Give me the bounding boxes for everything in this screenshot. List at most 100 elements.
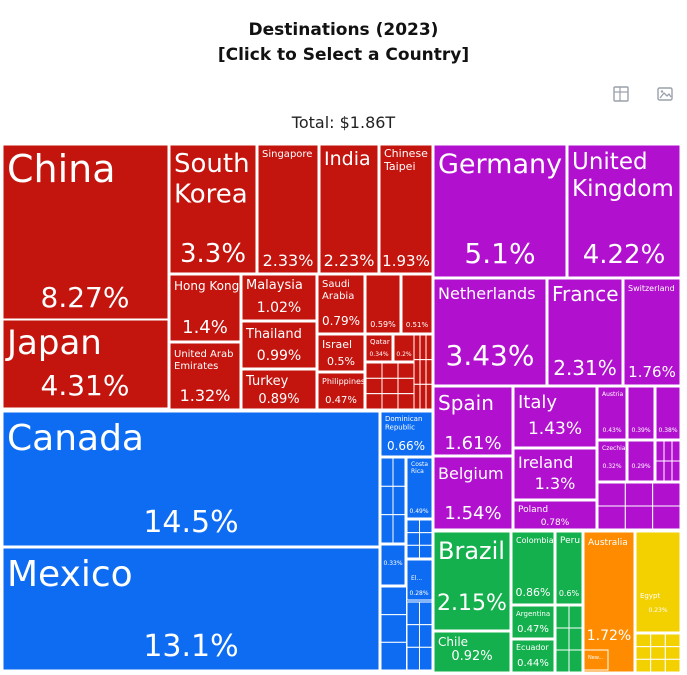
treemap-tile-minor[interactable] — [413, 383, 421, 410]
treemap-tile-minor[interactable] — [425, 359, 433, 385]
treemap-tile-minor[interactable] — [380, 586, 407, 616]
treemap-tile-minor[interactable] — [663, 440, 673, 462]
treemap-tile-minor[interactable] — [624, 482, 654, 507]
treemap-tile-minor[interactable] — [655, 460, 665, 482]
treemap-tile-france[interactable] — [547, 278, 623, 386]
treemap-tile-minor[interactable] — [406, 601, 420, 626]
treemap-tile-minor[interactable] — [425, 334, 433, 361]
treemap-tile-minor[interactable] — [671, 440, 681, 462]
treemap-tile-malaysia[interactable] — [241, 274, 317, 321]
treemap-tile-unlabeled-0-38[interactable] — [655, 386, 681, 440]
treemap-tile-mexico[interactable] — [2, 547, 380, 671]
treemap-tile-minor[interactable] — [406, 544, 420, 559]
treemap-tile-minor[interactable] — [419, 334, 427, 361]
treemap-tile-china[interactable] — [2, 144, 169, 320]
treemap-tile-minor[interactable] — [419, 646, 433, 671]
treemap-tile-belgium[interactable] — [433, 456, 513, 530]
treemap-tile-unlabeled-0-39[interactable] — [627, 386, 655, 440]
treemap-tile-brazil[interactable] — [433, 531, 511, 631]
treemap-tile-unlabeled-0-33[interactable] — [380, 544, 406, 586]
treemap-tile-south-korea[interactable] — [169, 144, 257, 274]
treemap-tile-minor[interactable] — [365, 393, 383, 410]
treemap-tile-minor[interactable] — [652, 482, 681, 507]
treemap-tile-minor[interactable] — [380, 485, 394, 516]
image-icon[interactable] — [656, 85, 674, 103]
treemap-tile-minor[interactable] — [568, 649, 583, 673]
treemap-tile-minor[interactable] — [419, 359, 427, 385]
treemap-tile-minor[interactable] — [568, 605, 583, 629]
treemap-tile-minor[interactable] — [397, 377, 415, 395]
treemap-tile-united-arab-emirates[interactable] — [169, 342, 241, 410]
chart-title-line2[interactable]: [Click to Select a Country] — [217, 45, 470, 65]
treemap-tile-peru[interactable] — [555, 531, 583, 605]
treemap-tile-minor[interactable] — [392, 514, 406, 544]
treemap-tile-minor[interactable] — [406, 624, 420, 648]
treemap-tile-unlabeled-0-2[interactable] — [393, 334, 415, 362]
treemap-tile-minor[interactable] — [381, 377, 399, 395]
treemap-tile-minor[interactable] — [664, 633, 681, 648]
treemap-tile-australia[interactable] — [583, 531, 635, 673]
treemap-tile-minor[interactable] — [392, 485, 406, 516]
treemap-tile-thailand[interactable] — [241, 321, 317, 369]
treemap-tile-ireland[interactable] — [513, 448, 597, 500]
treemap-tile-egypt[interactable] — [635, 531, 681, 633]
treemap-tile-czechia[interactable] — [597, 440, 627, 482]
treemap-tile-minor[interactable] — [555, 627, 570, 651]
treemap-tile-colombia[interactable] — [511, 531, 555, 605]
treemap-tile-saudi-arabia[interactable] — [317, 274, 365, 334]
treemap-tile-minor[interactable] — [635, 633, 652, 648]
treemap-tile-minor[interactable] — [381, 393, 399, 410]
treemap-tile-india[interactable] — [319, 144, 379, 274]
treemap-tile-new-zealand[interactable] — [583, 649, 609, 671]
treemap-tile-philippines[interactable] — [317, 372, 365, 410]
treemap-tile-unlabeled-0-59[interactable] — [365, 274, 401, 334]
treemap-tile-united-kingdom[interactable] — [567, 144, 681, 278]
treemap-tile-minor[interactable] — [425, 383, 433, 410]
treemap-tile-spain[interactable] — [433, 386, 513, 456]
treemap-tile-minor[interactable] — [381, 362, 399, 379]
treemap-tile-minor[interactable] — [419, 519, 433, 534]
treemap-tile-minor[interactable] — [380, 641, 407, 671]
treemap-tile-minor[interactable] — [650, 658, 666, 673]
treemap-tile-minor[interactable] — [597, 505, 626, 530]
treemap-tile-minor[interactable] — [650, 646, 666, 660]
treemap-tile-minor[interactable] — [380, 514, 394, 544]
treemap-tile-minor[interactable] — [406, 519, 420, 534]
treemap-tile-minor[interactable] — [671, 460, 681, 482]
treemap-tile-minor[interactable] — [419, 532, 433, 546]
treemap-tile-minor[interactable] — [655, 440, 665, 462]
treemap-tile-minor[interactable] — [664, 646, 681, 660]
treemap-tile-ecuador[interactable] — [511, 639, 555, 673]
treemap-tile-switzerland[interactable] — [623, 278, 681, 386]
treemap-tile-minor[interactable] — [555, 649, 570, 673]
treemap-tile-minor[interactable] — [568, 627, 583, 651]
treemap-tile-minor[interactable] — [406, 532, 420, 546]
treemap-tile-minor[interactable] — [397, 393, 415, 410]
treemap-tile-minor[interactable] — [406, 646, 420, 671]
treemap-tile-minor[interactable] — [652, 505, 681, 530]
treemap-tile-minor[interactable] — [650, 633, 666, 648]
treemap-tile-minor[interactable] — [419, 601, 433, 626]
treemap-tile-canada[interactable] — [2, 411, 380, 547]
treemap-tile-minor[interactable] — [365, 377, 383, 395]
treemap-tile-netherlands[interactable] — [433, 278, 547, 386]
treemap-tile-minor[interactable] — [624, 505, 654, 530]
treemap-tile-italy[interactable] — [513, 386, 597, 448]
treemap-tile-minor[interactable] — [597, 482, 626, 507]
treemap-tile-minor[interactable] — [419, 383, 427, 410]
treemap-tile-minor[interactable] — [635, 646, 652, 660]
treemap-tile-minor[interactable] — [635, 658, 652, 673]
treemap-tile-minor[interactable] — [663, 460, 673, 482]
treemap-tile-minor[interactable] — [419, 624, 433, 648]
treemap-tile-austria[interactable] — [597, 386, 627, 440]
treemap-tile-chile[interactable] — [433, 631, 511, 673]
treemap-tile-israel[interactable] — [317, 334, 365, 372]
treemap-tile-poland[interactable] — [513, 500, 597, 530]
treemap-tile-hong-kong[interactable] — [169, 274, 241, 342]
treemap-tile-unlabeled-0-28[interactable] — [406, 559, 433, 601]
treemap-tile-unlabeled-0-29[interactable] — [627, 440, 655, 482]
treemap-tile-minor[interactable] — [392, 457, 406, 487]
treemap-tile-chinese-taipei[interactable] — [379, 144, 433, 274]
treemap-tile-turkey[interactable] — [241, 369, 317, 410]
table-icon[interactable] — [612, 85, 630, 103]
